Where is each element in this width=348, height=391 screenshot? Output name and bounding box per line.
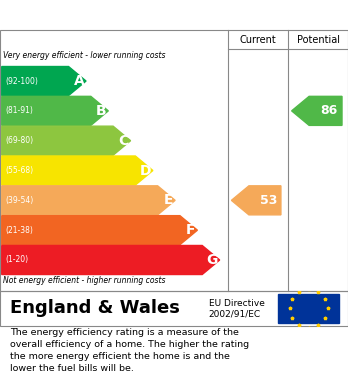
Text: Very energy efficient - lower running costs: Very energy efficient - lower running co… — [3, 50, 166, 59]
Polygon shape — [2, 126, 130, 155]
Text: C: C — [119, 134, 129, 148]
Polygon shape — [231, 186, 281, 215]
Text: 86: 86 — [321, 104, 338, 117]
Text: Energy Efficiency Rating: Energy Efficiency Rating — [10, 6, 239, 24]
Polygon shape — [2, 186, 175, 215]
Text: (69-80): (69-80) — [5, 136, 33, 145]
Polygon shape — [2, 216, 197, 245]
Polygon shape — [292, 96, 342, 126]
Text: B: B — [96, 104, 106, 118]
Polygon shape — [2, 156, 153, 185]
Text: 53: 53 — [260, 194, 277, 207]
Text: The energy efficiency rating is a measure of the
overall efficiency of a home. T: The energy efficiency rating is a measur… — [10, 328, 250, 373]
Text: G: G — [207, 253, 218, 267]
Text: (1-20): (1-20) — [5, 255, 28, 264]
Text: (55-68): (55-68) — [5, 166, 33, 175]
Text: (81-91): (81-91) — [5, 106, 33, 115]
Text: Potential: Potential — [296, 35, 340, 45]
Text: EU Directive
2002/91/EC: EU Directive 2002/91/EC — [209, 299, 265, 318]
Text: F: F — [186, 223, 196, 237]
Text: Current: Current — [240, 35, 276, 45]
Polygon shape — [2, 96, 108, 126]
Text: A: A — [73, 74, 84, 88]
Bar — [278, 294, 339, 323]
Text: D: D — [140, 163, 151, 178]
Text: (39-54): (39-54) — [5, 196, 33, 205]
Text: England & Wales: England & Wales — [10, 300, 180, 317]
Text: (21-38): (21-38) — [5, 226, 33, 235]
Text: Not energy efficient - higher running costs: Not energy efficient - higher running co… — [3, 276, 166, 285]
Text: E: E — [164, 193, 173, 207]
Polygon shape — [2, 66, 86, 95]
Text: (92-100): (92-100) — [5, 77, 38, 86]
Polygon shape — [2, 246, 220, 274]
